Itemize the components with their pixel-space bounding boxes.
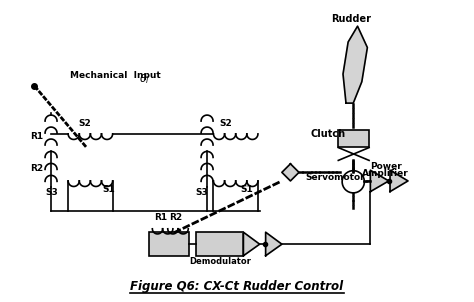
Text: S2: S2 — [219, 119, 232, 128]
Text: Servomotor: Servomotor — [305, 173, 365, 182]
Text: S1: S1 — [102, 185, 115, 194]
Text: Clutch: Clutch — [310, 129, 346, 139]
Polygon shape — [343, 26, 367, 103]
Polygon shape — [390, 170, 408, 191]
Text: Rudder: Rudder — [331, 14, 371, 24]
Text: Demodulator: Demodulator — [189, 257, 251, 266]
Text: Figure Q6: CX-Ct Rudder Control: Figure Q6: CX-Ct Rudder Control — [130, 281, 344, 294]
Text: S3: S3 — [195, 188, 208, 198]
Text: R2: R2 — [170, 213, 182, 222]
Text: Power: Power — [370, 162, 401, 171]
Bar — [196, 232, 244, 256]
Text: S1: S1 — [240, 185, 253, 194]
Bar — [338, 130, 369, 147]
Text: $\theta_i$: $\theta_i$ — [139, 72, 150, 86]
Polygon shape — [370, 170, 389, 191]
Bar — [149, 232, 189, 256]
Text: R2: R2 — [30, 164, 43, 173]
Circle shape — [342, 171, 365, 193]
Text: S2: S2 — [78, 119, 91, 128]
Text: Amplifier: Amplifier — [363, 169, 409, 178]
Text: Mechanical  Input: Mechanical Input — [70, 71, 161, 80]
Text: S3: S3 — [46, 188, 58, 198]
Polygon shape — [244, 232, 260, 256]
Polygon shape — [282, 164, 299, 181]
Text: R1: R1 — [30, 132, 43, 140]
Text: R1: R1 — [154, 213, 167, 222]
Polygon shape — [265, 232, 282, 256]
